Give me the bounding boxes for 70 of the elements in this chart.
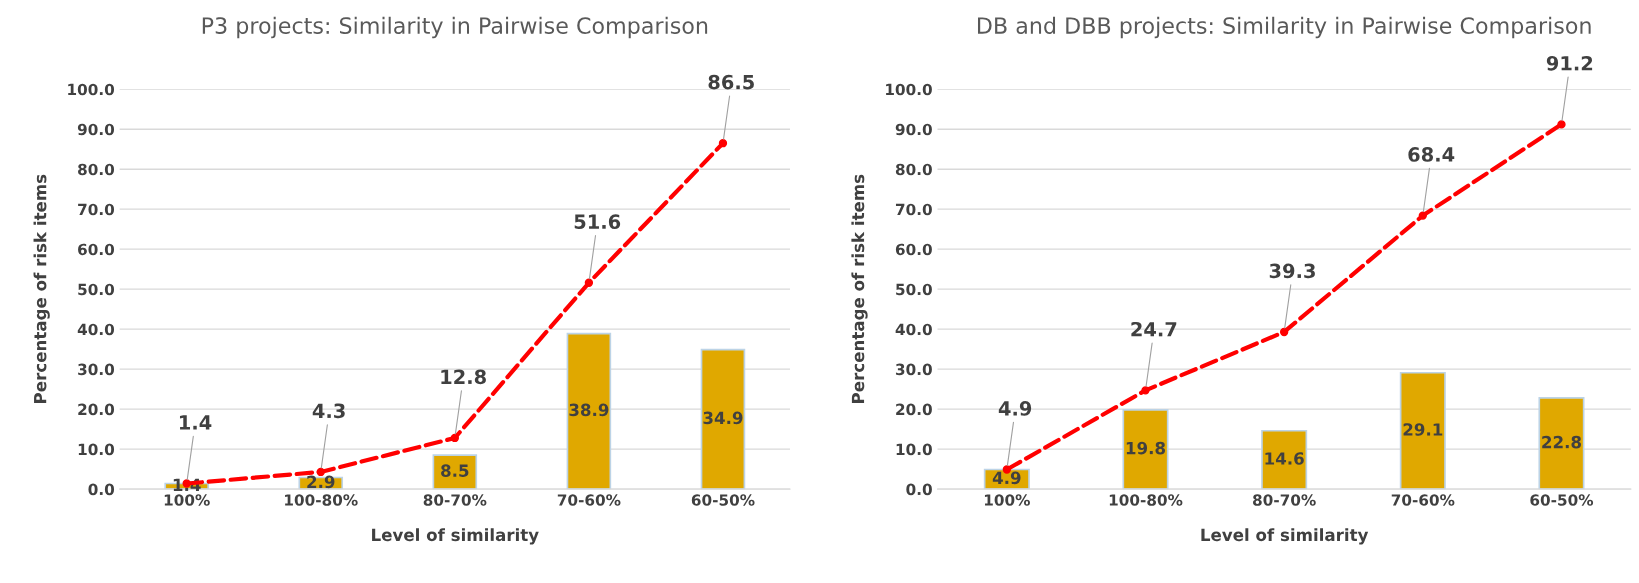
data-label: 1.4 xyxy=(179,415,212,430)
bar xyxy=(1261,429,1308,490)
data-label: 38.9 xyxy=(569,403,609,417)
x-tick-label: 70-60% xyxy=(1391,494,1455,506)
y-tick-label: 60.0 xyxy=(78,243,115,256)
chart-title: DB and DBB projects: Similarity in Pairwise Comparison xyxy=(977,16,1591,39)
y-tick-label: 20.0 xyxy=(78,403,115,416)
y-tick-label: 80.0 xyxy=(895,163,932,176)
data-label: 24.7 xyxy=(1131,321,1177,337)
point xyxy=(1141,386,1150,395)
data-label: 39.3 xyxy=(1269,263,1315,279)
point xyxy=(718,139,728,148)
data-label: 19.8 xyxy=(1126,441,1166,455)
y-tick-label: 80.0 xyxy=(78,163,115,176)
y-tick-label: 70.0 xyxy=(895,203,932,216)
x-tick-label: 100-80% xyxy=(1109,494,1183,506)
data-label: 4.9 xyxy=(992,471,1021,485)
bar xyxy=(1538,397,1585,490)
data-label: 51.6 xyxy=(574,214,621,229)
bar xyxy=(1122,409,1169,490)
y-tick-label: 100.0 xyxy=(886,83,932,96)
chart-title: P3 projects: Similarity in Pairwise Comparison xyxy=(202,16,708,39)
x-tick-label: 80-70% xyxy=(1253,494,1316,506)
y-tick-label: 10.0 xyxy=(78,443,115,456)
y-axis-title: Percentage of risk items xyxy=(33,174,50,403)
data-label: 2.9 xyxy=(307,475,335,489)
data-label: 4.3 xyxy=(312,403,345,419)
x-tick-label: 100% xyxy=(984,494,1030,506)
data-label: 12.8 xyxy=(441,369,486,385)
y-tick-label: 90.0 xyxy=(77,123,115,136)
point xyxy=(1279,327,1289,337)
x-tick-label: 100-80% xyxy=(285,494,358,506)
x-tick-label: 100% xyxy=(164,494,210,506)
x-axis-title: Level of similarity xyxy=(372,528,539,545)
y-tick-label: 0.0 xyxy=(88,483,115,496)
point xyxy=(450,433,459,443)
x-tick-label: 60-50% xyxy=(1530,494,1594,506)
y-tick-label: 50.0 xyxy=(78,283,115,296)
x-tick-label: 70-60% xyxy=(557,494,621,506)
data-label: 8.5 xyxy=(441,464,469,477)
data-label: 22.8 xyxy=(1542,435,1581,449)
y-tick-label: 30.0 xyxy=(78,363,115,376)
x-axis-title: Level of similarity xyxy=(1201,528,1369,545)
y-tick-label: 20.0 xyxy=(896,403,932,416)
point xyxy=(1557,120,1566,129)
data-label: 68.4 xyxy=(1408,147,1455,162)
data-label: 91.2 xyxy=(1546,55,1593,71)
y-tick-label: 50.0 xyxy=(896,283,932,296)
y-axis-title: Percentage of risk items xyxy=(851,174,868,403)
y-tick-label: 30.0 xyxy=(895,363,932,376)
y-tick-label: 70.0 xyxy=(78,203,115,216)
data-label: 29.1 xyxy=(1403,423,1443,436)
x-tick-label: 60-50% xyxy=(691,494,755,506)
bar xyxy=(566,332,612,490)
y-tick-label: 40.0 xyxy=(895,323,932,336)
y-tick-label: 0.0 xyxy=(906,483,932,496)
data-label: 34.9 xyxy=(703,411,743,425)
bar xyxy=(1399,371,1446,490)
bar xyxy=(700,348,746,490)
point xyxy=(584,278,594,287)
data-label: 86.5 xyxy=(708,74,754,90)
y-tick-label: 10.0 xyxy=(896,443,932,456)
y-tick-label: 90.0 xyxy=(895,123,932,136)
y-tick-label: 40.0 xyxy=(77,323,115,336)
y-tick-label: 100.0 xyxy=(68,83,115,96)
x-tick-label: 80-70% xyxy=(423,494,487,506)
point xyxy=(1418,211,1427,220)
data-label: 4.9 xyxy=(998,401,1032,416)
y-tick-label: 60.0 xyxy=(895,243,932,256)
data-label: 14.6 xyxy=(1265,452,1304,465)
